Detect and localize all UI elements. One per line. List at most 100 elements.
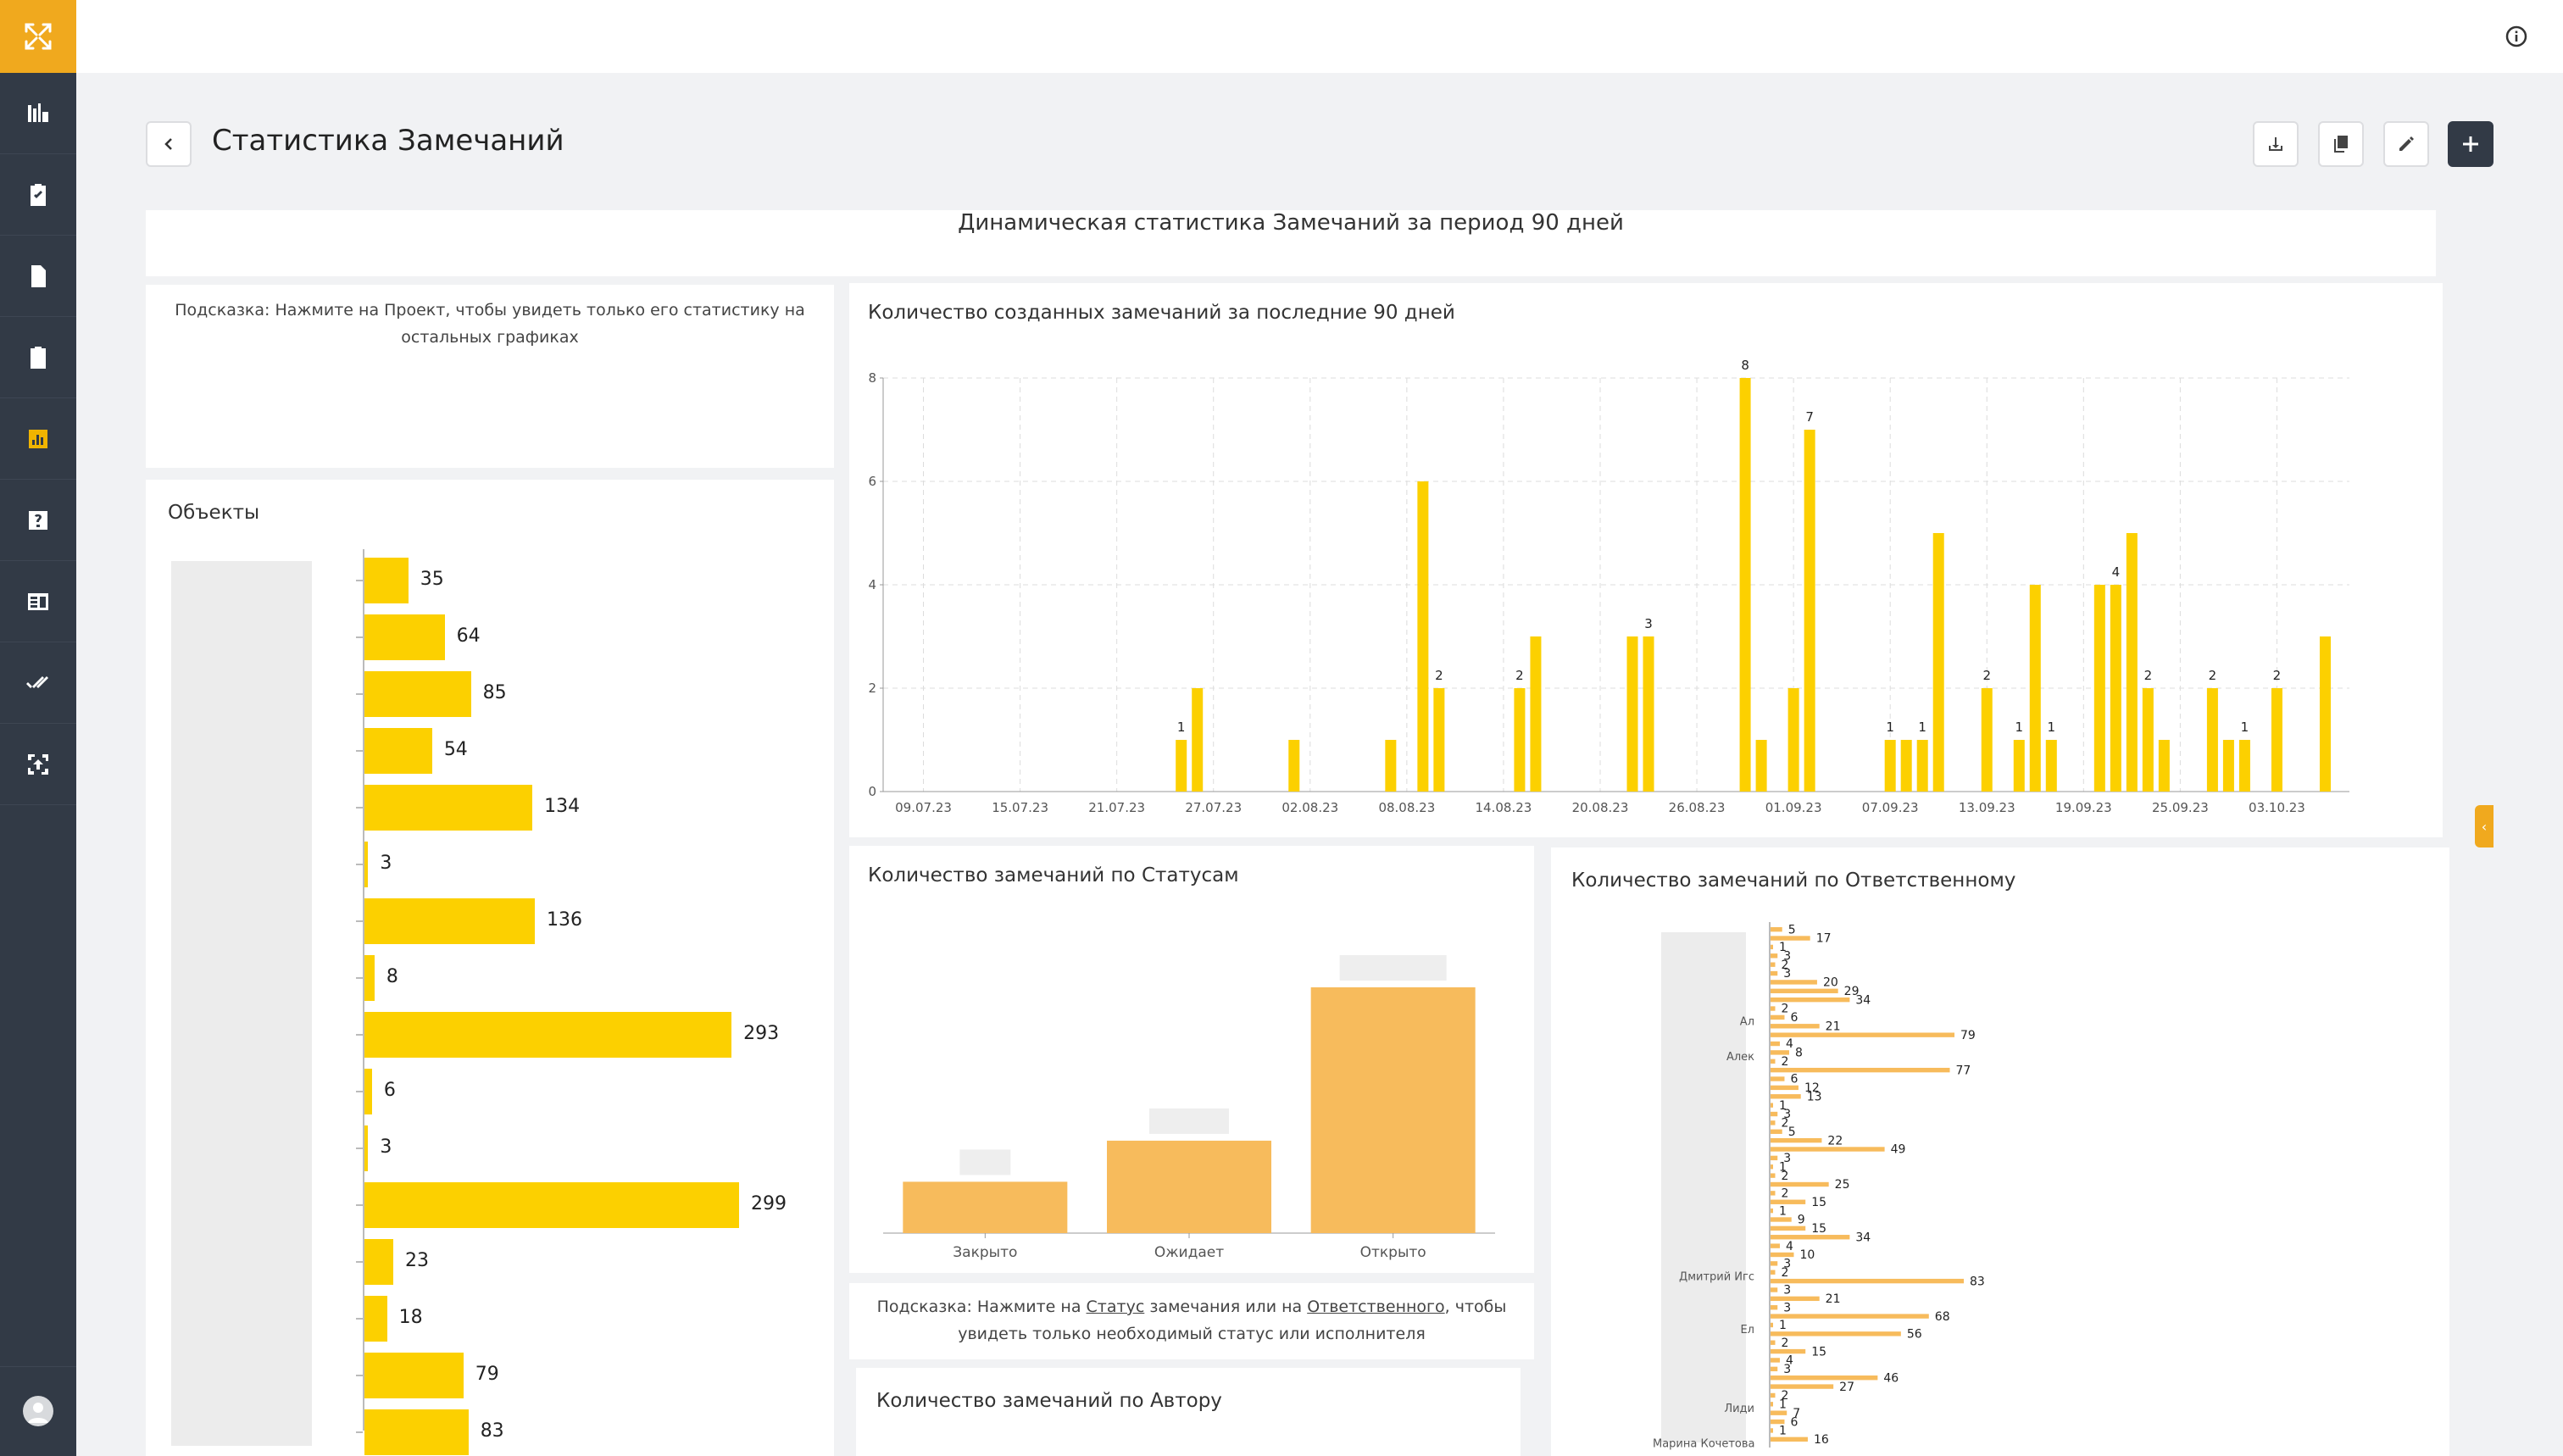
responsible-bar-label: 83 [1970,1275,1985,1288]
sidebar-divider [0,1366,76,1367]
objects-chart-card: Объекты 35 64 85 54 134 3 136 8 293 6 3 299 23 18 79 83 [146,480,834,1456]
authors-chart-title: Количество замечаний по Автору [876,1390,1222,1412]
created-bar [1900,740,1912,792]
objects-bar[interactable] [364,614,445,660]
objects-bar[interactable] [364,1239,393,1285]
statuses-value-placeholder [1149,1108,1229,1134]
created-bar [2093,585,2105,792]
responsible-bar-label: 2 [1781,1266,1788,1280]
user-avatar[interactable] [23,1396,53,1426]
responsible-bar-label: 4 [1786,1240,1793,1253]
created-bar [1739,378,1751,792]
bar-chart-icon [29,429,47,448]
responsible-name-label: Марина Кочетова [1653,1438,1755,1451]
objects-bar[interactable] [364,671,471,717]
responsible-bar [1771,1314,1929,1319]
responsible-bar [1771,1437,1808,1442]
back-button[interactable] [146,121,192,167]
objects-bar[interactable] [364,785,533,831]
objects-bar[interactable] [364,1409,469,1455]
nav-checks[interactable] [0,642,76,724]
app-logo[interactable] [0,0,76,73]
nav-sync[interactable] [0,724,76,805]
responsible-bar [1771,1014,1785,1020]
objects-bar-label: 54 [443,739,468,760]
side-panel-toggle[interactable]: ‹ [2475,805,2494,847]
nav-tasks[interactable] [0,154,76,236]
responsible-bar-label: 2 [1781,1389,1788,1403]
objects-bar-label: 3 [380,853,392,874]
hint-responsible-link[interactable]: Ответственного [1307,1298,1445,1316]
objects-bar[interactable] [364,1296,387,1342]
sidebar [0,0,76,1456]
objects-bar-label: 299 [751,1193,787,1214]
created-bar-label: 8 [1741,358,1749,373]
hint-status-card: Подсказка: Нажмите на Статус замечания и… [849,1283,1534,1359]
statuses-value-placeholder [1339,955,1447,981]
info-icon[interactable] [2504,24,2529,49]
responsible-bar [1771,1041,1780,1047]
objects-bar-label: 134 [544,796,581,817]
created-xtick-label: 01.09.23 [1765,800,1822,815]
nav-documents[interactable] [0,236,76,317]
objects-bar[interactable] [364,1125,369,1171]
add-button[interactable] [2448,121,2494,167]
responsible-bar-label: 68 [1935,1310,1950,1324]
responsible-bar-label: 56 [1907,1328,1922,1342]
responsible-bar-label: 20 [1823,976,1838,990]
nav-reports[interactable] [0,561,76,642]
objects-bar-label: 64 [456,625,481,647]
created-bar [2110,585,2121,792]
clipboard-info-icon [31,346,46,369]
created-bar [1288,740,1300,792]
objects-bar[interactable] [364,1069,372,1114]
responsible-bar-label: 6 [1790,1073,1798,1086]
export-button[interactable] [2253,121,2299,167]
responsible-bar-label: 22 [1827,1134,1843,1148]
objects-bar[interactable] [364,558,409,603]
responsible-bar [1771,1287,1778,1292]
created-xtick-label: 08.08.23 [1378,800,1435,815]
authors-chart-card: Количество замечаний по Автору [856,1368,1521,1456]
created-xtick-label: 07.09.23 [1862,800,1919,815]
objects-bar[interactable] [364,842,369,887]
nav-help[interactable] [0,480,76,561]
edit-button[interactable] [2383,121,2429,167]
responsible-bar [1771,1331,1901,1337]
objects-bar[interactable] [364,955,375,1001]
nav-statistics[interactable] [0,398,76,480]
objects-bar[interactable] [364,898,536,944]
created-chart-card: Количество созданных замечаний за послед… [849,283,2443,837]
responsible-bar [1771,1006,1776,1011]
responsible-bar [1771,1024,1820,1029]
objects-bar[interactable] [364,1012,732,1058]
nav-remarks[interactable] [0,317,76,398]
copy-button[interactable] [2318,121,2364,167]
objects-icon [28,103,48,122]
nav-objects[interactable] [0,73,76,154]
responsible-bar-label: 5 [1788,1125,1796,1139]
responsible-bar [1771,1305,1778,1310]
objects-tick [356,1091,363,1092]
created-bar [1530,636,1542,792]
created-bar [2238,740,2250,792]
responsible-bar [1771,1366,1778,1372]
created-xtick-label: 09.07.23 [895,800,952,815]
objects-bar[interactable] [364,1182,739,1228]
objects-bar[interactable] [364,728,432,774]
objects-bar[interactable] [364,1353,464,1398]
responsible-bar-label: 79 [1960,1029,1976,1042]
responsible-bar-label: 3 [1783,949,1791,963]
hint-status-link[interactable]: Статус [1086,1298,1145,1316]
responsible-bar-label: 9 [1798,1214,1805,1227]
created-bar [2319,636,2331,792]
responsible-bar-label: 1 [1779,941,1787,954]
created-bar-label: 2 [2209,668,2217,683]
responsible-bar [1771,1032,1955,1037]
copy-icon [2334,136,2348,153]
created-bar [2271,688,2282,792]
responsible-name-label: Ал [1740,1016,1754,1029]
created-xtick-label: 14.08.23 [1476,800,1532,815]
responsible-bar [1771,1270,1776,1275]
page-title: Статистика Замечаний [212,124,564,158]
